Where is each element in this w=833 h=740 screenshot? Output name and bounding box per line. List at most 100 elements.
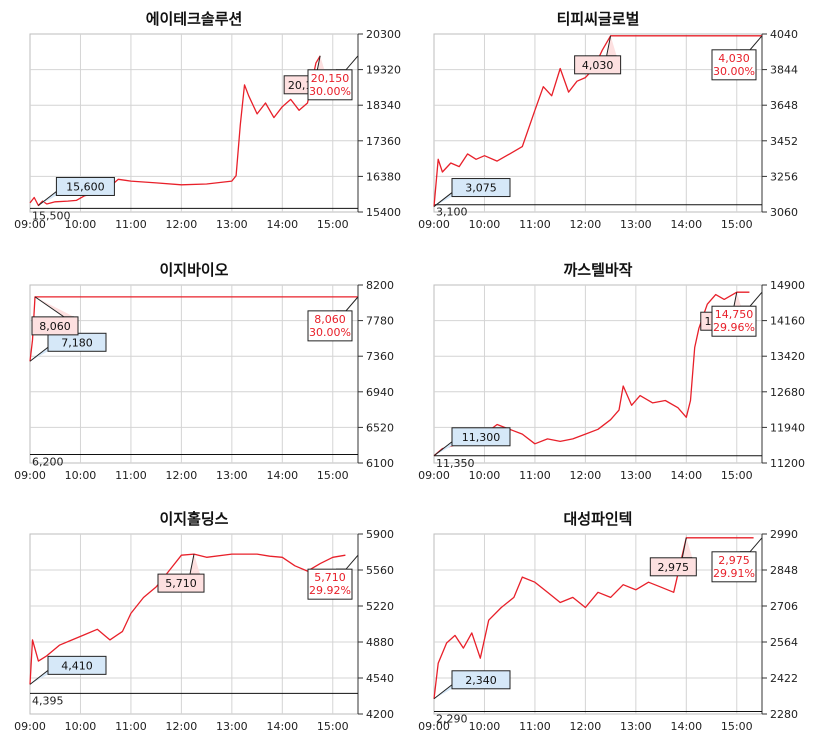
y-tick-label: 6520 [366, 421, 394, 434]
y-tick-label: 12680 [770, 386, 805, 399]
x-tick-label: 14:00 [266, 720, 298, 733]
x-tick-label: 15:00 [721, 469, 753, 482]
x-tick-label: 15:00 [721, 218, 753, 231]
y-tick-label: 11200 [770, 457, 805, 470]
price-line [433, 35, 762, 207]
price-line [433, 537, 754, 699]
x-tick-label: 14:00 [670, 218, 702, 231]
x-tick-label: 10:00 [469, 469, 501, 482]
limit-callout-box [711, 551, 757, 583]
x-tick-label: 15:00 [317, 218, 349, 231]
limit-callout-pct: 30.00% [713, 65, 755, 78]
low-callout-label: 15,600 [66, 180, 105, 193]
x-tick-label: 15:00 [317, 469, 349, 482]
y-tick-label: 5900 [366, 528, 394, 541]
x-tick-label: 11:00 [519, 469, 551, 482]
x-tick-label: 12:00 [166, 218, 198, 231]
x-tick-label: 14:00 [266, 218, 298, 231]
y-tick-label: 3648 [770, 99, 798, 112]
y-tick-label: 8200 [366, 279, 394, 292]
x-tick-label: 13:00 [620, 469, 652, 482]
y-tick-label: 15400 [366, 206, 401, 219]
y-tick-label: 3452 [770, 135, 798, 148]
base-label: 2,290 [436, 712, 468, 725]
chart-title: 에이테크솔루션 [146, 10, 243, 28]
x-tick-label: 10:00 [469, 720, 501, 733]
y-tick-label: 2280 [770, 708, 798, 721]
low-callout-box [47, 655, 107, 675]
y-tick-label: 5560 [366, 564, 394, 577]
limit-callout-box [307, 69, 353, 101]
high-callout-box [574, 55, 622, 75]
x-tick-label: 11:00 [519, 720, 551, 733]
limit-callout-box [711, 305, 757, 337]
x-tick-label: 11:00 [115, 720, 147, 733]
limit-callout-price: 5,710 [314, 571, 346, 584]
y-tick-label: 3256 [770, 170, 798, 183]
chart-panel-5: 대성파인텍 09:00 10:00 11:00 12:00 13:00 14:00 15:00… [418, 510, 798, 733]
x-tick-label: 12:00 [166, 720, 198, 733]
low-callout-label: 3,075 [465, 182, 497, 195]
base-label: 4,395 [32, 694, 64, 707]
chart-title: 까스텔바작 [563, 261, 632, 279]
x-tick-label: 09:00 [14, 218, 46, 231]
x-tick-label: 10:00 [65, 218, 97, 231]
low-callout-box [451, 670, 511, 690]
x-tick-label: 13:00 [216, 218, 248, 231]
x-tick-label: 13:00 [620, 720, 652, 733]
limit-callout-pct: 29.96% [713, 321, 755, 334]
x-tick-label: 10:00 [469, 218, 501, 231]
y-tick-label: 7780 [366, 315, 394, 328]
x-tick-label: 12:00 [570, 218, 602, 231]
low-callout-label: 7,180 [61, 336, 93, 349]
low-callout-label: 4,410 [61, 659, 93, 672]
x-tick-label: 12:00 [570, 720, 602, 733]
y-tick-label: 2990 [770, 528, 798, 541]
limit-callout-pct: 29.91% [713, 567, 755, 580]
x-tick-label: 13:00 [620, 218, 652, 231]
limit-callout-price: 14,750 [715, 308, 754, 321]
chart-panel-2: 이지바이오 09:00 10:00 11:00 12:00 13:00 14:00 15:00… [14, 261, 394, 482]
y-tick-label: 2706 [770, 600, 798, 613]
limit-callout-price: 4,030 [718, 52, 750, 65]
limit-callout-box [307, 568, 353, 600]
price-line [29, 55, 321, 207]
y-tick-label: 4200 [366, 708, 394, 721]
y-tick-label: 20300 [366, 28, 401, 41]
price-line [433, 291, 750, 457]
high-callout-box [649, 557, 697, 577]
x-tick-label: 15:00 [721, 720, 753, 733]
plot-area [29, 284, 359, 464]
limit-callout-price: 2,975 [718, 554, 750, 567]
chart-panel-3: 까스텔바작 09:00 10:00 11:00 12:00 13:00 14:00 15:00… [418, 261, 805, 482]
high-callout-box [157, 573, 205, 593]
low-callout-label: 2,340 [465, 674, 497, 687]
x-tick-label: 10:00 [65, 720, 97, 733]
y-tick-label: 4540 [366, 672, 394, 685]
base-label: 11,350 [436, 457, 475, 470]
limit-callout-price: 20,150 [311, 72, 350, 85]
chart-panel-4: 이지홀딩스 09:00 10:00 11:00 12:00 13:00 14:00 15:00… [14, 510, 394, 733]
y-tick-label: 6100 [366, 457, 394, 470]
chart-panel-1: 티피씨글로벌 09:00 10:00 11:00 12:00 13:00 14:00 15:0… [418, 10, 798, 231]
x-tick-label: 11:00 [519, 218, 551, 231]
y-tick-label: 11940 [770, 421, 805, 434]
x-tick-label: 14:00 [670, 469, 702, 482]
x-tick-label: 13:00 [216, 469, 248, 482]
y-tick-label: 7360 [366, 350, 394, 363]
y-tick-label: 14900 [770, 279, 805, 292]
y-tick-label: 17360 [366, 135, 401, 148]
y-tick-label: 2422 [770, 672, 798, 685]
high-callout-label: 2,975 [658, 561, 690, 574]
y-tick-label: 4040 [770, 28, 798, 41]
x-tick-label: 12:00 [570, 469, 602, 482]
low-callout-label: 11,300 [462, 431, 501, 444]
base-label: 15,500 [32, 209, 71, 222]
y-tick-label: 4880 [366, 636, 394, 649]
x-tick-label: 11:00 [115, 469, 147, 482]
x-tick-label: 09:00 [14, 720, 46, 733]
limit-callout-pct: 30.00% [309, 326, 351, 339]
x-tick-label: 09:00 [418, 469, 450, 482]
high-callout-label: 5,710 [165, 577, 197, 590]
